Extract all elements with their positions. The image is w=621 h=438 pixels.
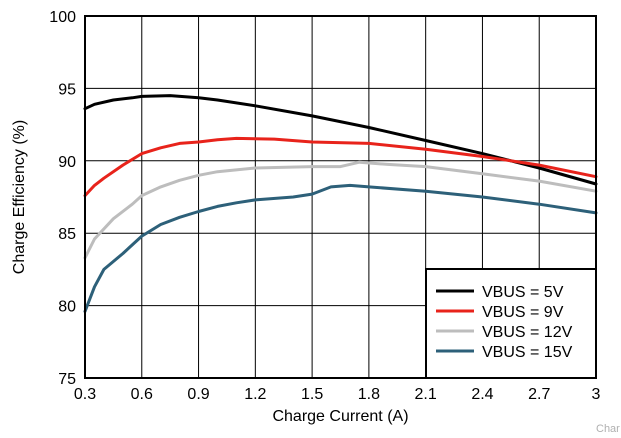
x-tick-label: 1.5 bbox=[301, 386, 323, 403]
legend-label: VBUS = 15V bbox=[482, 344, 573, 361]
legend-box bbox=[425, 268, 597, 379]
x-tick-label: 0.9 bbox=[187, 386, 209, 403]
x-tick-label: 1.8 bbox=[358, 386, 380, 403]
x-axis-title: Charge Current (A) bbox=[272, 408, 408, 425]
series-layer bbox=[83, 94, 598, 313]
legend-label: VBUS = 12V bbox=[482, 324, 573, 341]
x-tick-label: 2.1 bbox=[415, 386, 437, 403]
y-tick-label: 85 bbox=[58, 226, 76, 243]
x-tick-label: 3 bbox=[592, 386, 601, 403]
x-tick-label: 2.4 bbox=[471, 386, 493, 403]
x-tick-label: 1.2 bbox=[244, 386, 266, 403]
series-line-vbus-9v bbox=[83, 136, 598, 198]
y-axis-title: Charge Efficiency (%) bbox=[11, 120, 28, 274]
watermark-text: Char bbox=[596, 423, 620, 435]
y-tick-label: 95 bbox=[58, 81, 76, 98]
legend-label: VBUS = 5V bbox=[482, 284, 564, 301]
y-axis-ticks: 75 80 85 90 95 100 bbox=[49, 9, 76, 388]
grid bbox=[85, 16, 596, 378]
legend-label: VBUS = 9V bbox=[482, 304, 564, 321]
y-tick-label: 100 bbox=[49, 9, 76, 26]
x-axis-ticks: 0.3 0.6 0.9 1.2 1.5 1.8 2.1 2.4 2.7 3 bbox=[74, 386, 601, 403]
y-tick-label: 75 bbox=[58, 371, 76, 388]
y-tick-label: 80 bbox=[58, 299, 76, 316]
x-tick-label: 2.7 bbox=[528, 386, 550, 403]
x-tick-label: 0.6 bbox=[131, 386, 153, 403]
legend: VBUS = 5V VBUS = 9V VBUS = 12V VBUS = 15V bbox=[425, 268, 597, 379]
x-tick-label: 0.3 bbox=[74, 386, 96, 403]
plot-border bbox=[84, 15, 597, 379]
series-line-vbus-12v bbox=[83, 160, 598, 260]
y-tick-label: 90 bbox=[58, 154, 76, 171]
series-line-vbus-5v bbox=[83, 94, 598, 186]
series-line-vbus-15v bbox=[83, 183, 598, 313]
